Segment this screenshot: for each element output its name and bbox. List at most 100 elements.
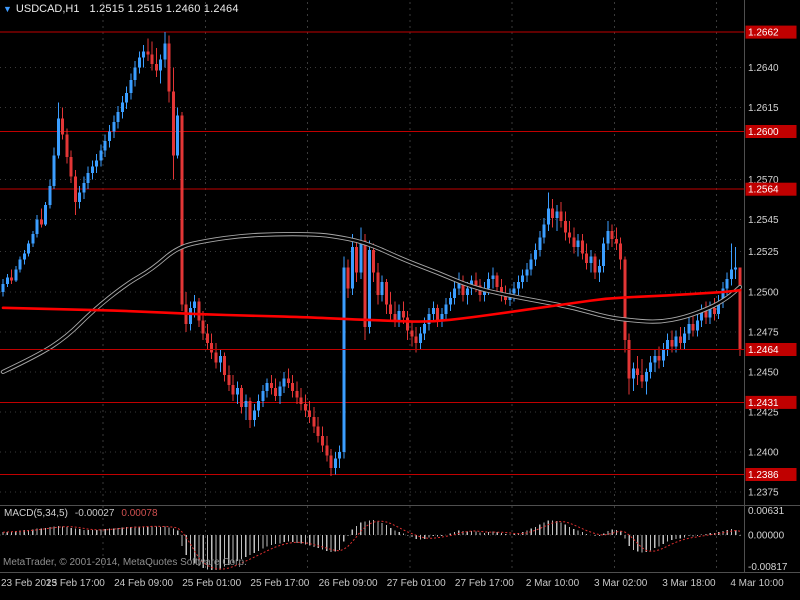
candle-body: [103, 141, 107, 151]
candle-body: [534, 250, 537, 260]
candle-body: [504, 295, 508, 300]
candle-body: [5, 277, 9, 284]
candle-body: [291, 383, 295, 392]
candle-body: [695, 320, 699, 331]
candle-body: [312, 416, 316, 427]
candle-body: [282, 378, 286, 387]
candle-body: [278, 386, 282, 396]
price-badge-label: 1.2386: [748, 470, 779, 481]
candle-body: [393, 314, 397, 321]
chart-symbol-period: USDCAD,H1: [15, 3, 80, 15]
candle-body: [82, 182, 86, 193]
candle-body: [457, 282, 461, 289]
candle-body: [18, 259, 22, 270]
candle-body: [721, 288, 725, 302]
candle-body: [188, 307, 192, 324]
candle-body: [120, 102, 124, 113]
candle-body: [585, 253, 589, 263]
candle-body: [227, 375, 231, 385]
candle-body: [252, 410, 256, 420]
candle-body: [125, 93, 128, 103]
candle-body: [342, 267, 346, 453]
candle-body: [48, 186, 52, 206]
candle-body: [321, 436, 324, 446]
candle-body: [61, 118, 65, 135]
candle-body: [171, 91, 175, 156]
candle-body: [146, 51, 150, 55]
time-axis-label: 4 Mar 10:00: [730, 578, 784, 589]
candle-body: [444, 304, 448, 315]
candle-body: [180, 115, 184, 305]
price-tick-label: 1.2400: [748, 448, 779, 459]
time-axis-label: 26 Feb 09:00: [319, 578, 378, 589]
candle-body: [27, 243, 31, 254]
price-badge-label: 1.2600: [748, 127, 779, 138]
price-badge-label: 1.2564: [748, 185, 779, 196]
chart-ohlc-values: 1.2515 1.2515 1.2460 1.2464: [89, 3, 239, 15]
candle-body: [576, 240, 580, 247]
candle-body: [235, 388, 239, 395]
candle-body: [244, 400, 248, 408]
time-axis-label: 3 Mar 02:00: [594, 578, 648, 589]
candle-body: [44, 205, 48, 225]
macd-name: MACD(5,34,5): [4, 508, 68, 519]
candle-body: [597, 266, 601, 273]
time-axis-label: 23 Feb 17:00: [46, 578, 105, 589]
chart-title: ▼ USDCAD,H1 1.2515 1.2515 1.2460 1.2464: [3, 3, 239, 15]
candle-body: [163, 43, 167, 60]
price-level-badge: [745, 182, 797, 196]
price-level-badge: [745, 125, 797, 138]
price-tick-label: 1.2500: [748, 287, 779, 298]
price-tick-label: 1.2545: [748, 215, 779, 226]
candle-body: [704, 311, 708, 318]
candle-body: [10, 277, 13, 281]
candle-body: [78, 192, 82, 202]
candle-body: [265, 383, 269, 392]
candle-body: [589, 256, 593, 263]
candle-body: [304, 404, 307, 411]
candle-body: [218, 355, 222, 363]
candle-body: [333, 458, 337, 469]
candle-body: [31, 234, 35, 244]
candle-body: [414, 336, 418, 344]
macd-axis-label: 0.00631: [748, 506, 785, 517]
time-axis-label: 25 Feb 01:00: [182, 578, 241, 589]
candle-body: [551, 208, 554, 218]
candle-body: [700, 311, 704, 321]
candle-body: [274, 388, 278, 396]
chart-marker-icon: ▼: [3, 4, 12, 14]
macd-indicator-label: MACD(5,34,5) -0.00027 0.00078: [4, 508, 158, 519]
candle-body: [359, 240, 363, 273]
ma-fast-line: [1, 288, 742, 323]
price-tick-label: 1.2570: [748, 175, 779, 186]
candle-body: [14, 269, 18, 281]
candle-body: [661, 349, 665, 361]
time-axis-label: 27 Feb 01:00: [387, 578, 446, 589]
candle-body: [419, 333, 422, 344]
candle-body: [150, 54, 154, 65]
candle-body: [35, 219, 39, 235]
candle-body: [495, 275, 499, 287]
price-tick-label: 1.2525: [748, 247, 779, 258]
price-tick-label: 1.2640: [748, 63, 779, 74]
price-level-badge: [745, 468, 797, 481]
candle-body: [269, 383, 273, 388]
candle-body: [372, 250, 376, 273]
price-badge-label: 1.2431: [748, 398, 779, 409]
candle-body: [231, 384, 235, 395]
candle-body: [308, 410, 312, 417]
candle-body: [384, 282, 388, 305]
candle-body: [687, 323, 691, 334]
candle-body: [193, 301, 197, 308]
candle-body: [593, 256, 597, 273]
price-level-badge: [745, 343, 797, 356]
candle-body: [465, 288, 469, 295]
candle-body: [512, 288, 516, 294]
candle-body: [602, 243, 606, 267]
candle-body: [640, 375, 644, 382]
candle-body: [555, 211, 559, 218]
candle-body: [525, 269, 529, 276]
candle-body: [206, 333, 209, 344]
